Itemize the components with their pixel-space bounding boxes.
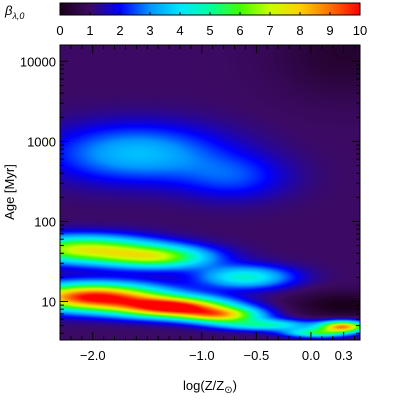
- x-tick-label: 0.3: [335, 348, 353, 363]
- x-tick-label: −1.0: [189, 348, 215, 363]
- colorbar-tick-label: 0: [56, 23, 63, 38]
- colorbar-tick-label: 7: [266, 23, 273, 38]
- colorbar-tick-label: 4: [176, 23, 183, 38]
- colorbar-tick-label: 9: [326, 23, 333, 38]
- x-tick-label: −2.0: [80, 348, 106, 363]
- x-tick-label: −0.5: [244, 348, 270, 363]
- colorbar-tick-label: 6: [236, 23, 243, 38]
- colorbar-tick-label: 2: [116, 23, 123, 38]
- y-tick-label: 10000: [20, 54, 56, 69]
- colorbar-ticks: 0 1 2 3 4 5 6 7 8 9 10: [56, 12, 367, 38]
- colorbar-tick-label: 8: [296, 23, 303, 38]
- heatmap-plot-area: [60, 45, 360, 340]
- x-tick-label: 0.0: [302, 348, 320, 363]
- colorbar-tick-label: 5: [206, 23, 213, 38]
- x-axis-title: log(Z/Z⊙): [183, 378, 237, 396]
- y-tick-label: 100: [34, 214, 56, 229]
- colorbar-tick-label: 3: [146, 23, 153, 38]
- y-axis: 10 100 1000 10000: [20, 54, 360, 334]
- colorbar-tick-label: 1: [86, 23, 93, 38]
- y-axis-title: Age [Myr]: [2, 164, 17, 220]
- colorbar-label: βλ,0: [4, 3, 24, 21]
- colorbar-tick-label: 10: [353, 23, 367, 38]
- y-tick-label: 10: [42, 294, 56, 309]
- y-tick-label: 1000: [27, 134, 56, 149]
- x-axis: −2.0 −1.0 −0.5 0.0 0.3: [70, 45, 356, 363]
- plot-frame: [59, 44, 361, 341]
